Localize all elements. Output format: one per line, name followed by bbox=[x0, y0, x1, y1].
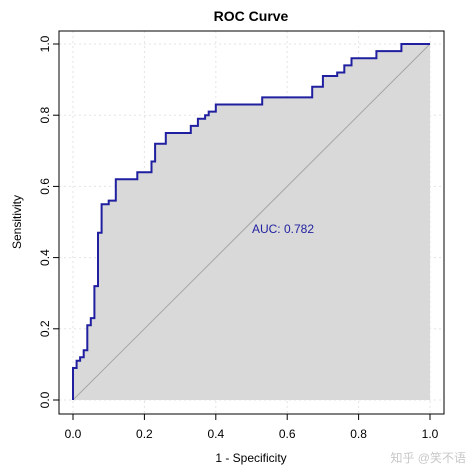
x-tick-label: 0.4 bbox=[207, 427, 224, 441]
x-axis-label: 1 - Specificity bbox=[215, 451, 286, 465]
y-tick-label: 0.2 bbox=[38, 320, 52, 337]
y-tick-label: 0.6 bbox=[38, 178, 52, 195]
y-tick-label: 0.0 bbox=[38, 391, 52, 408]
x-tick-label: 1.0 bbox=[422, 427, 439, 441]
auc-annotation: AUC: 0.782 bbox=[252, 222, 314, 236]
x-tick-label: 0.8 bbox=[350, 427, 367, 441]
y-axis: 0.0 0.2 0.4 0.6 0.8 1.0 bbox=[38, 35, 60, 408]
x-axis: 0.0 0.2 0.4 0.6 0.8 1.0 bbox=[65, 413, 439, 441]
chart-title: ROC Curve bbox=[214, 8, 289, 24]
y-axis-label: Sensitivity bbox=[10, 195, 24, 249]
x-tick-label: 0.6 bbox=[279, 427, 296, 441]
chance-diagonal-line bbox=[72, 43, 431, 401]
y-tick-label: 0.4 bbox=[38, 249, 52, 266]
y-tick-label: 1.0 bbox=[38, 35, 52, 52]
y-tick-label: 0.8 bbox=[38, 107, 52, 124]
roc-curve-line bbox=[72, 43, 430, 400]
x-tick-label: 0.0 bbox=[65, 427, 82, 441]
watermark: 知乎 @笑不语 bbox=[390, 450, 466, 465]
x-tick-label: 0.2 bbox=[136, 427, 153, 441]
